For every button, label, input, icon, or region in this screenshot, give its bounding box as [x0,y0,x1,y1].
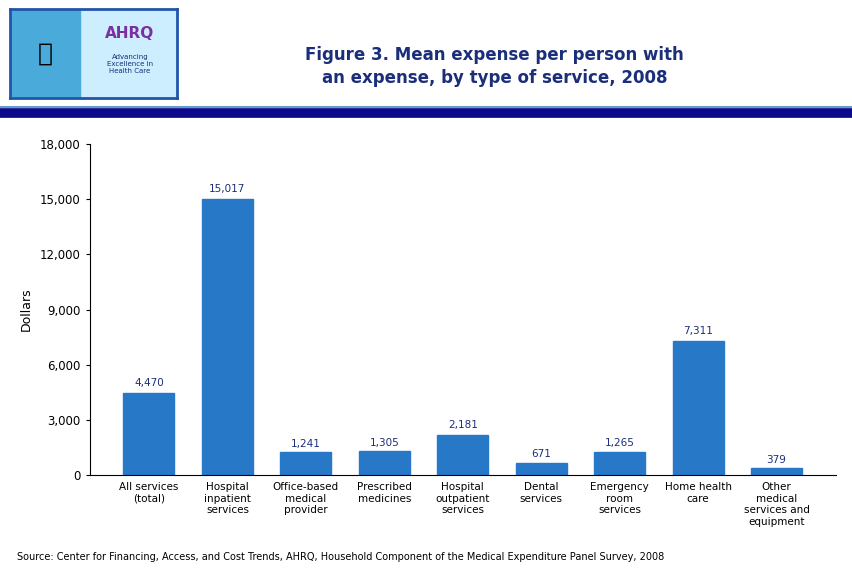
Text: Source: Center for Financing, Access, and Cost Trends, AHRQ, Household Component: Source: Center for Financing, Access, an… [17,552,664,562]
Bar [359,451,409,475]
Bar [10,9,80,98]
Text: 1,305: 1,305 [369,438,399,448]
Bar [202,199,253,475]
Text: Figure 3. Mean expense per person with: Figure 3. Mean expense per person with [305,46,683,64]
Bar [437,435,487,475]
Text: AHRQ: AHRQ [106,26,154,41]
Text: 671: 671 [531,449,550,459]
Bar [515,463,566,475]
Text: 4,470: 4,470 [134,378,164,388]
Bar [671,340,722,475]
Y-axis label: Dollars: Dollars [20,288,32,331]
Bar [594,452,644,475]
Bar [750,468,801,475]
Text: 🦅: 🦅 [37,41,53,65]
Text: 7,311: 7,311 [682,326,712,336]
Text: 1,265: 1,265 [604,438,634,448]
Text: 15,017: 15,017 [209,184,245,194]
Text: 379: 379 [766,454,786,465]
Bar [280,452,331,475]
Text: 1,241: 1,241 [291,439,320,449]
Text: Advancing
Excellence in
Health Care: Advancing Excellence in Health Care [106,54,153,74]
Text: an expense, by type of service, 2008: an expense, by type of service, 2008 [321,69,667,87]
Text: 2,181: 2,181 [447,420,477,430]
Bar [124,393,175,475]
